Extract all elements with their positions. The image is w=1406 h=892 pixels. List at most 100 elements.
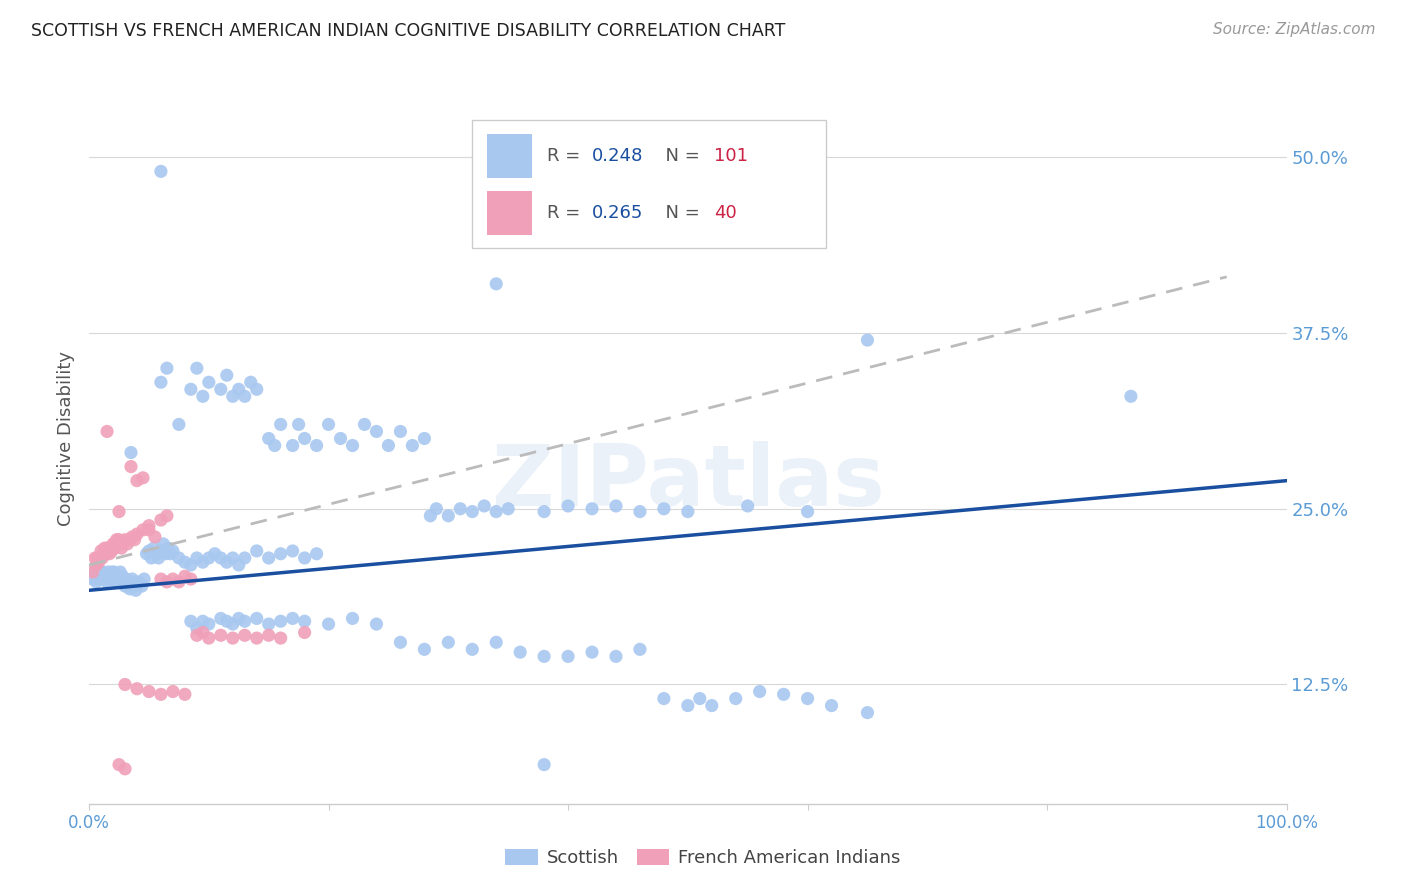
Point [93, 565, 115, 579]
Point [135, 547, 157, 561]
Point [149, 513, 172, 527]
Point [401, 438, 423, 452]
Point [222, 631, 245, 645]
Point [257, 551, 280, 566]
Point [145, 547, 167, 561]
Point [257, 617, 280, 632]
Point [156, 574, 179, 589]
Point [124, 533, 146, 547]
Point [263, 438, 285, 452]
Point [472, 499, 495, 513]
Point [191, 614, 214, 628]
Point [533, 505, 555, 519]
Point [93, 572, 115, 586]
Point [581, 645, 603, 659]
Point [246, 631, 269, 645]
Point [111, 537, 134, 551]
Text: R =: R = [547, 146, 585, 165]
Point [796, 691, 818, 706]
Text: Source: ZipAtlas.com: Source: ZipAtlas.com [1212, 22, 1375, 37]
Point [82, 572, 104, 586]
Point [305, 438, 328, 452]
Text: N =: N = [654, 204, 706, 222]
Point [605, 649, 627, 664]
Text: 0.248: 0.248 [592, 146, 644, 165]
Point [281, 438, 304, 452]
Point [125, 474, 148, 488]
Point [84, 574, 107, 589]
Point [124, 574, 146, 589]
Point [700, 698, 723, 713]
Point [796, 505, 818, 519]
Point [86, 551, 108, 566]
Point [120, 445, 142, 459]
Point [131, 579, 153, 593]
Point [228, 558, 250, 572]
Point [676, 698, 699, 713]
Point [142, 541, 165, 555]
Point [209, 382, 232, 396]
Point [108, 565, 131, 579]
Point [1119, 389, 1142, 403]
Point [198, 631, 221, 645]
Point [98, 569, 121, 583]
Point [138, 544, 160, 558]
Point [246, 382, 269, 396]
Point [222, 551, 245, 566]
Point [246, 544, 269, 558]
Point [281, 544, 304, 558]
Point [305, 547, 328, 561]
Point [856, 333, 879, 347]
Point [91, 572, 114, 586]
Point [496, 501, 519, 516]
Point [222, 389, 245, 403]
Point [689, 691, 711, 706]
Point [90, 544, 112, 558]
Point [84, 565, 107, 579]
Point [425, 501, 447, 516]
Point [509, 645, 531, 659]
Point [107, 569, 129, 583]
Point [120, 579, 142, 593]
Point [108, 757, 131, 772]
Point [856, 706, 879, 720]
Point [461, 642, 484, 657]
Point [108, 572, 131, 586]
Point [100, 572, 122, 586]
Point [93, 547, 115, 561]
Point [186, 361, 208, 376]
Point [652, 691, 675, 706]
Point [114, 533, 136, 547]
Point [820, 698, 842, 713]
Point [84, 551, 107, 566]
Point [485, 277, 508, 291]
Point [100, 541, 122, 555]
Point [114, 677, 136, 691]
Point [329, 432, 352, 446]
Point [191, 389, 214, 403]
Legend: Scottish, French American Indians: Scottish, French American Indians [498, 841, 908, 874]
Point [82, 565, 104, 579]
Point [149, 687, 172, 701]
Point [270, 417, 292, 432]
Point [93, 541, 115, 555]
Point [485, 635, 508, 649]
Point [156, 508, 179, 523]
Point [167, 417, 190, 432]
Point [191, 555, 214, 569]
Point [557, 499, 579, 513]
Point [233, 551, 256, 566]
Point [101, 544, 124, 558]
Point [186, 551, 208, 566]
Point [270, 614, 292, 628]
Point [114, 579, 136, 593]
Point [157, 541, 180, 555]
Text: ZIPatlas: ZIPatlas [491, 441, 884, 524]
Point [110, 574, 132, 589]
Text: R =: R = [547, 204, 585, 222]
Point [121, 530, 143, 544]
Point [209, 611, 232, 625]
Point [215, 614, 238, 628]
Point [159, 547, 181, 561]
Point [676, 505, 699, 519]
